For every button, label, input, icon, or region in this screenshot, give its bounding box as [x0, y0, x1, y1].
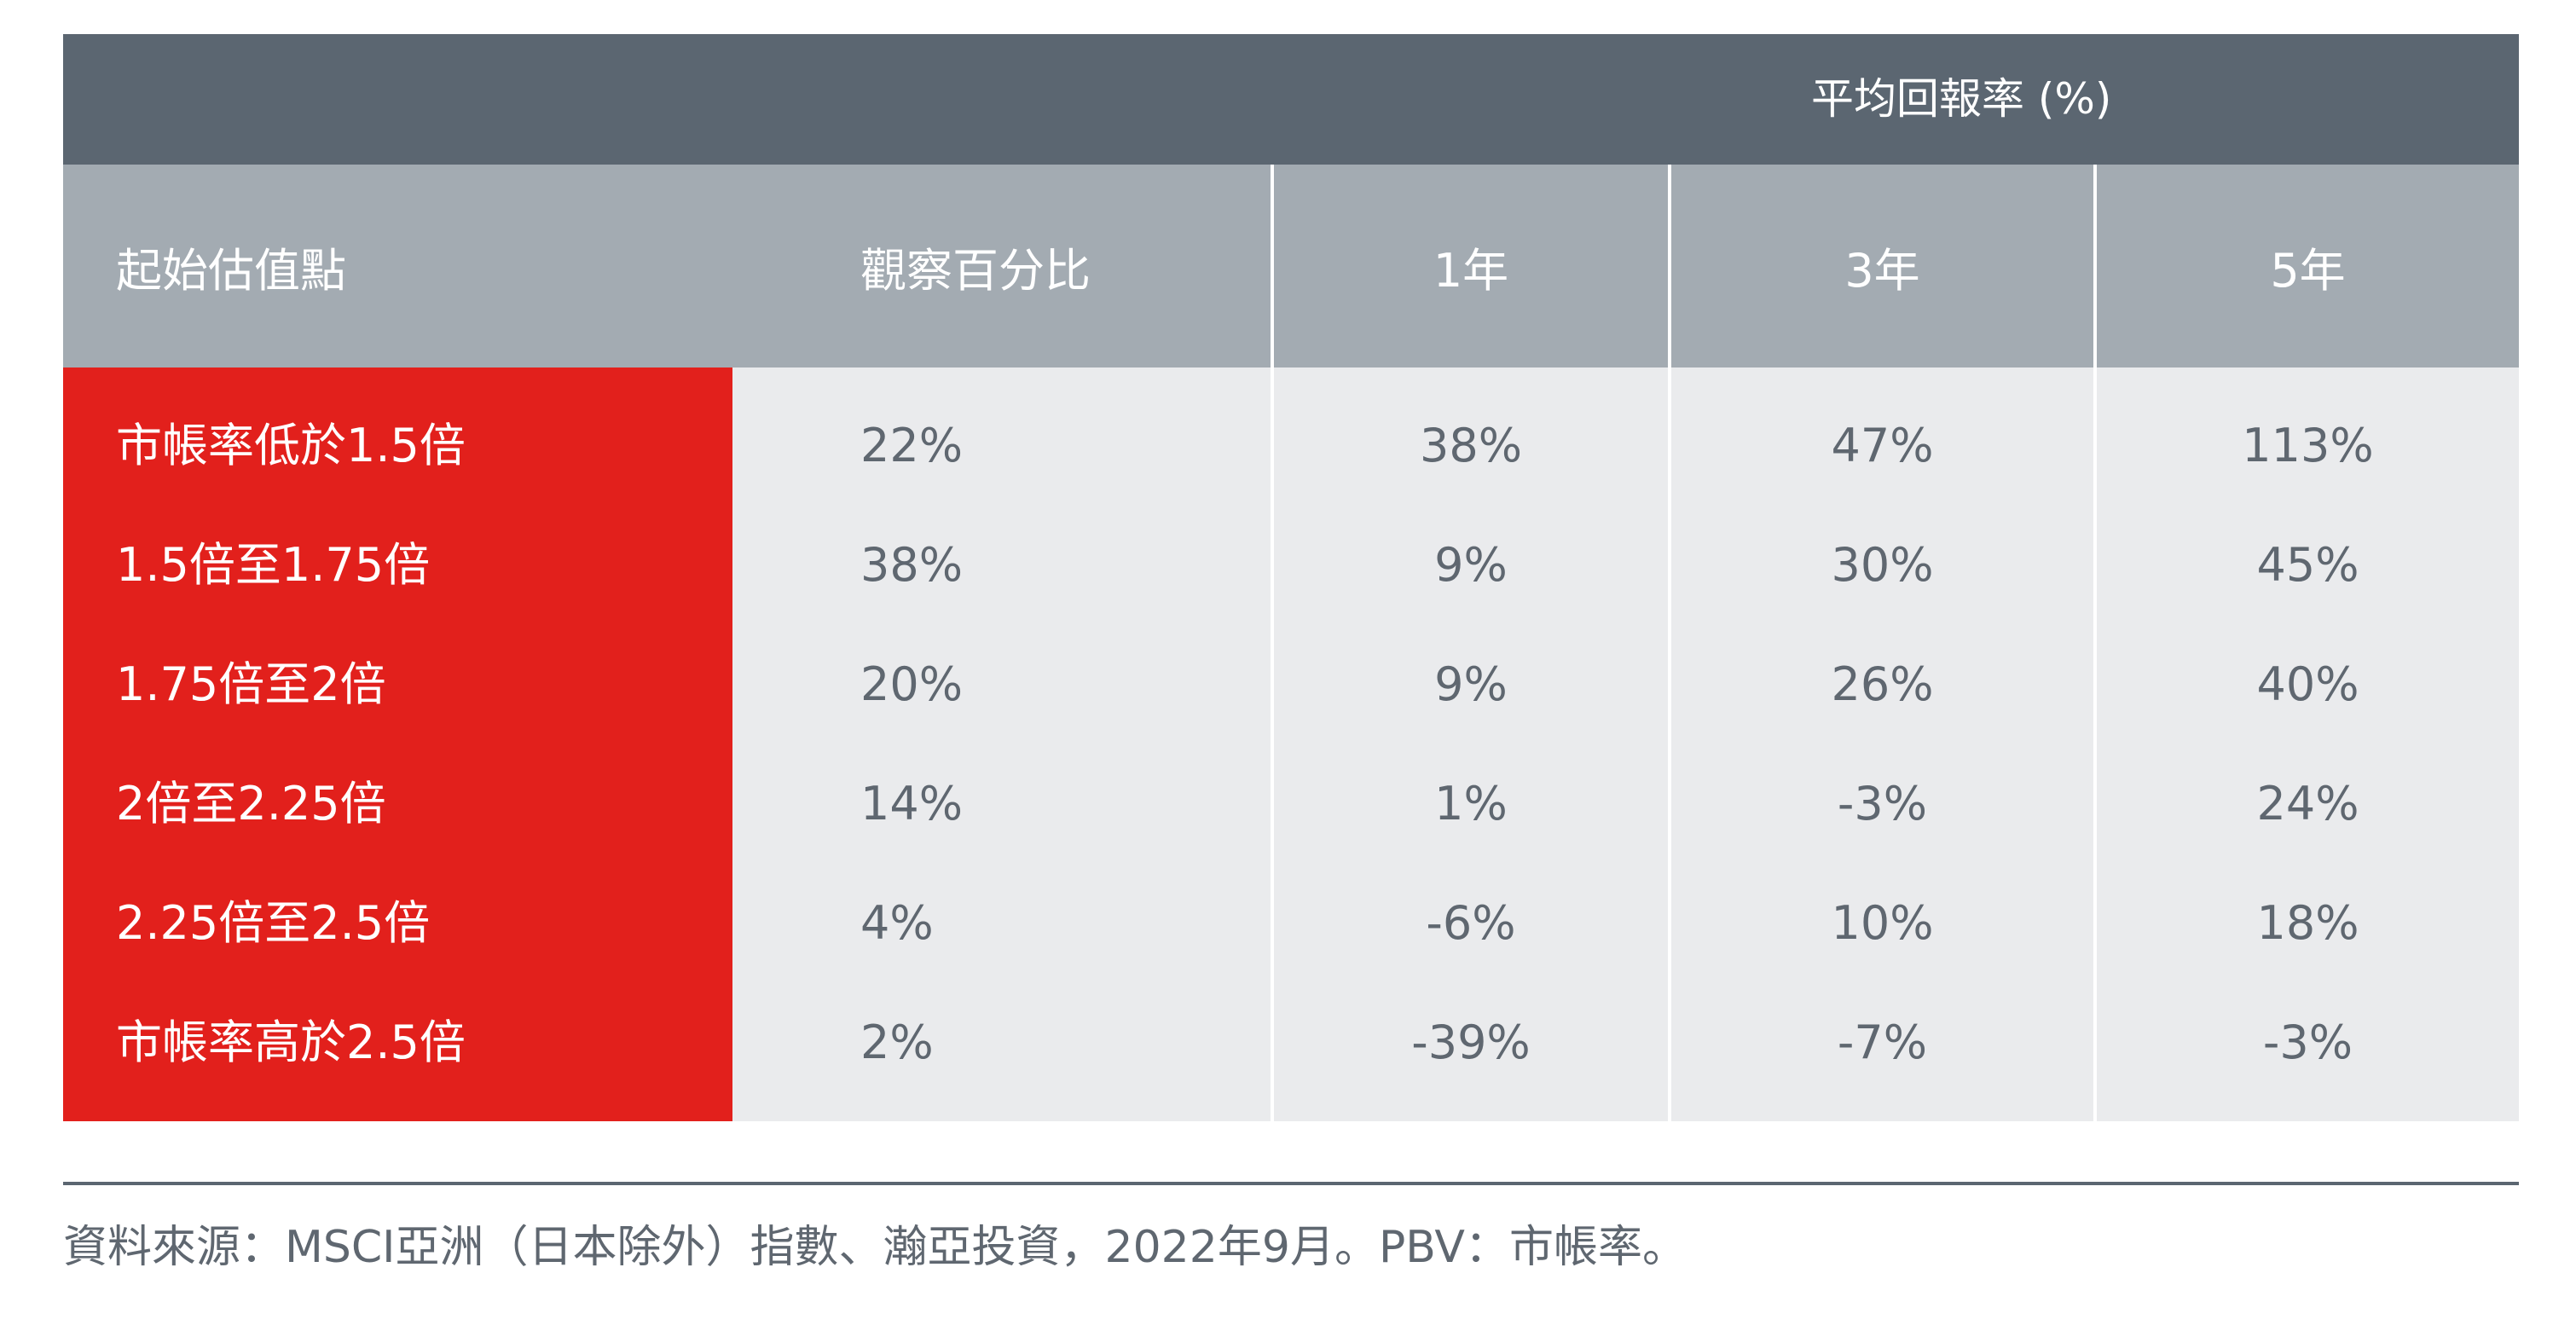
- observation-pct-cell: 4%: [860, 896, 934, 950]
- return-5-year-cell: 40%: [2256, 657, 2359, 711]
- return-3-year-cell: 26%: [1831, 657, 1934, 711]
- column-header-start-valuation: 起始估值點: [116, 243, 346, 298]
- column-header-row: 起始估值點 觀察百分比 1年 3年 5年: [63, 165, 2519, 367]
- observation-pct-column: 22% 38% 20% 14% 4% 2%: [732, 367, 1271, 1121]
- return-5-year-column: 113% 45% 40% 24% 18% -3%: [2093, 367, 2519, 1121]
- column-header-5-year: 5年: [2093, 165, 2519, 367]
- return-1-year-cell: -39%: [1411, 1016, 1531, 1069]
- source-note: 資料來源：MSCI亞洲（日本除外）指數、瀚亞投資，2022年9月。PBV：市帳率…: [63, 1222, 1687, 1273]
- column-header-3-year: 3年: [1668, 165, 2093, 367]
- return-5-year-cell: 24%: [2256, 777, 2359, 830]
- return-1-year-column: 38% 9% 9% 1% -6% -39%: [1271, 367, 1668, 1121]
- observation-pct-cell: 38%: [860, 538, 964, 592]
- return-5-year-cell: 18%: [2256, 896, 2359, 950]
- returns-table: 平均回報率 (%) 起始估值點 觀察百分比 1年 3年 5年 市帳率低於1.5倍…: [63, 34, 2519, 1121]
- footer-divider: [63, 1182, 2519, 1185]
- return-5-year-cell: 45%: [2256, 538, 2359, 592]
- return-1-year-cell: 1%: [1434, 777, 1508, 830]
- return-5-year-cell: -3%: [2262, 1016, 2353, 1069]
- row-label: 2倍至2.25倍: [116, 777, 386, 830]
- row-label: 市帳率低於1.5倍: [116, 419, 466, 472]
- return-3-year-cell: 30%: [1831, 538, 1934, 592]
- return-3-year-column: 47% 30% 26% -3% 10% -7%: [1668, 367, 2093, 1121]
- observation-pct-cell: 14%: [860, 777, 964, 830]
- column-header-observation-pct: 觀察百分比: [860, 243, 1091, 298]
- return-3-year-cell: -3%: [1837, 777, 1928, 830]
- column-header-1-year: 1年: [1271, 165, 1668, 367]
- row-label: 1.5倍至1.75倍: [116, 538, 431, 592]
- return-3-year-cell: 10%: [1831, 896, 1934, 950]
- observation-pct-cell: 22%: [860, 419, 964, 472]
- return-1-year-cell: 9%: [1434, 538, 1508, 592]
- row-label: 2.25倍至2.5倍: [116, 896, 431, 950]
- group-header-title: 平均回報率 (%): [1811, 74, 2112, 124]
- observation-pct-cell: 2%: [860, 1016, 934, 1069]
- return-3-year-cell: -7%: [1837, 1016, 1928, 1069]
- label-column: 市帳率低於1.5倍 1.5倍至1.75倍 1.75倍至2倍 2倍至2.25倍 2…: [63, 367, 732, 1121]
- return-1-year-cell: 9%: [1434, 657, 1508, 711]
- table-body: 市帳率低於1.5倍 1.5倍至1.75倍 1.75倍至2倍 2倍至2.25倍 2…: [63, 367, 2519, 1121]
- return-3-year-cell: 47%: [1831, 419, 1934, 472]
- row-label: 1.75倍至2倍: [116, 657, 386, 711]
- table-group-header: 平均回報率 (%): [63, 34, 2519, 165]
- return-5-year-cell: 113%: [2242, 419, 2374, 472]
- return-1-year-cell: 38%: [1419, 419, 1523, 472]
- return-1-year-cell: -6%: [1426, 896, 1516, 950]
- row-label: 市帳率高於2.5倍: [116, 1016, 466, 1069]
- observation-pct-cell: 20%: [860, 657, 964, 711]
